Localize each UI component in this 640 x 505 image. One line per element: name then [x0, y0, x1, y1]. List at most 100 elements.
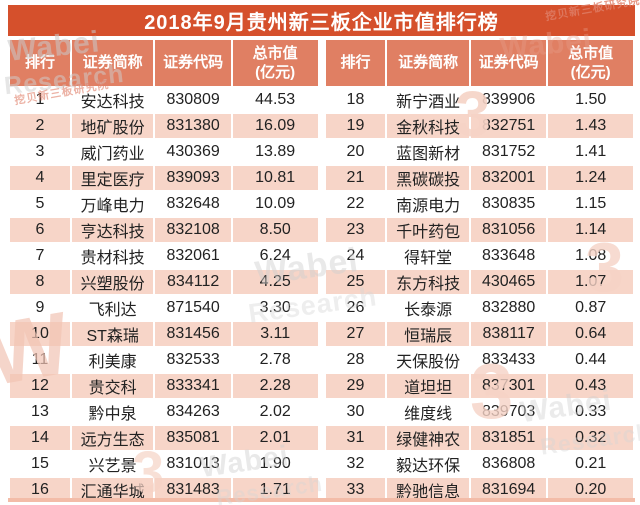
market-cap-cell: 2.28	[230, 372, 320, 400]
table-row: 5 万峰电力 832648 10.09	[8, 190, 320, 218]
rank-cell: 22	[323, 190, 388, 218]
code-cell: 837301	[468, 372, 549, 400]
table-row: 28 天保股份 833433 0.44	[323, 346, 635, 374]
table-row: 32 毅达环保 836808 0.21	[323, 450, 635, 478]
name-cell: 远方生态	[69, 424, 156, 452]
name-cell: 千叶药包	[385, 216, 471, 244]
code-cell: 832648	[153, 190, 233, 218]
market-cap-cell: 1.90	[230, 450, 320, 478]
rank-cell: 17	[8, 502, 72, 505]
column-header: 证券代码	[468, 38, 549, 88]
market-cap-cell: 1.41	[546, 138, 635, 166]
market-cap-cell: 0.32	[546, 424, 635, 452]
code-cell: 832108	[153, 216, 233, 244]
market-cap-cell: 0.87	[546, 294, 635, 322]
column-header: 排行	[8, 38, 72, 88]
code-cell: 839093	[153, 164, 233, 192]
rank-cell: 9	[8, 294, 72, 322]
market-cap-cell: 0.21	[546, 450, 635, 478]
rank-cell: 13	[8, 398, 72, 426]
code-cell: 839703	[468, 398, 549, 426]
table-row: 11 利美康 832533 2.78	[8, 346, 320, 374]
name-cell: 亨达科技	[69, 216, 156, 244]
market-cap-cell: 10.09	[230, 190, 320, 218]
rank-cell: 31	[323, 424, 388, 452]
rank-cell: 28	[323, 346, 388, 374]
code-cell: 835081	[153, 424, 233, 452]
table-row: 22 南源电力 830835 1.15	[323, 190, 635, 218]
code-cell: 836808	[468, 450, 549, 478]
code-cell: 832880	[468, 294, 549, 322]
code-cell: 834263	[153, 398, 233, 426]
code-cell: 831752	[468, 138, 549, 166]
table-row: 12 贵交科 833341 2.28	[8, 372, 320, 400]
name-cell: 新宁酒业	[385, 86, 471, 114]
code-cell: 834112	[153, 268, 233, 296]
name-cell: 万峰电力	[69, 190, 156, 218]
market-cap-cell: 4.25	[230, 268, 320, 296]
market-cap-cell: 1.15	[546, 190, 635, 218]
rank-cell: 27	[323, 320, 388, 348]
rank-cell: 29	[323, 372, 388, 400]
rank-cell: 20	[323, 138, 388, 166]
code-cell: 831013	[153, 450, 233, 478]
rank-cell: 1	[8, 86, 72, 114]
name-cell: 里定医疗	[69, 164, 156, 192]
code-cell: 831380	[153, 112, 233, 140]
code-cell: 830809	[153, 86, 233, 114]
code-cell: 830835	[468, 190, 549, 218]
name-cell: 天保股份	[385, 346, 471, 374]
name-cell: 南源电力	[385, 190, 471, 218]
code-cell: 832533	[153, 346, 233, 374]
code-cell: 833341	[153, 372, 233, 400]
code-cell: 839906	[468, 86, 549, 114]
footer-row: (挖贝新三板研究院制图)	[323, 502, 635, 505]
table-row: 1 安达科技 830809 44.53	[8, 86, 320, 114]
rank-cell: 23	[323, 216, 388, 244]
name-cell: 贵交科	[69, 372, 156, 400]
rank-cell: 7	[8, 242, 72, 270]
rank-cell: 25	[323, 268, 388, 296]
code-cell: 831056	[468, 216, 549, 244]
rank-cell: 26	[323, 294, 388, 322]
table-row: 20 蓝图新材 831752 1.41	[323, 138, 635, 166]
table-row: 13 黔中泉 834263 2.02	[8, 398, 320, 426]
code-cell: 831858	[153, 502, 233, 505]
table-row: 8 兴塑股份 834112 4.25	[8, 268, 320, 296]
table-row: 3 威门药业 430369 13.89	[8, 138, 320, 166]
name-cell: 兴艺景	[69, 450, 156, 478]
market-cap-cell: 1.14	[546, 216, 635, 244]
name-cell: 地矿股份	[69, 112, 156, 140]
column-header: 证券简称	[69, 38, 156, 88]
code-cell: 832061	[153, 242, 233, 270]
rank-cell: 14	[8, 424, 72, 452]
code-cell: 430465	[468, 268, 549, 296]
name-cell: 黑碳碳投	[385, 164, 471, 192]
code-cell: 833433	[468, 346, 549, 374]
market-cap-cell: 0.64	[546, 320, 635, 348]
name-cell: 恒瑞辰	[385, 320, 471, 348]
name-cell: 蓝图新材	[385, 138, 471, 166]
market-cap-cell: 2.02	[230, 398, 320, 426]
table-row: 26 长泰源 832880 0.87	[323, 294, 635, 322]
rank-cell: 15	[8, 450, 72, 478]
column-header: 证券简称	[385, 38, 471, 88]
market-cap-cell: 0.43	[546, 372, 635, 400]
market-cap-cell: 0.44	[546, 346, 635, 374]
name-cell: 威门药业	[69, 138, 156, 166]
table-row: 10 ST森瑞 831456 3.11	[8, 320, 320, 348]
code-cell: 838117	[468, 320, 549, 348]
market-cap-cell: 1.43	[546, 112, 635, 140]
column-header: 排行	[323, 38, 388, 88]
page-title: 2018年9月贵州新三板企业市值排行榜	[8, 5, 635, 36]
table-row: 27 恒瑞辰 838117 0.64	[323, 320, 635, 348]
rank-cell: 3	[8, 138, 72, 166]
source-note: (挖贝新三板研究院制图)	[323, 502, 635, 505]
name-cell: 贵材科技	[69, 242, 156, 270]
table-bottom-border	[8, 498, 635, 502]
rank-cell: 12	[8, 372, 72, 400]
rank-cell: 4	[8, 164, 72, 192]
rank-cell: 10	[8, 320, 72, 348]
rank-cell: 24	[323, 242, 388, 270]
